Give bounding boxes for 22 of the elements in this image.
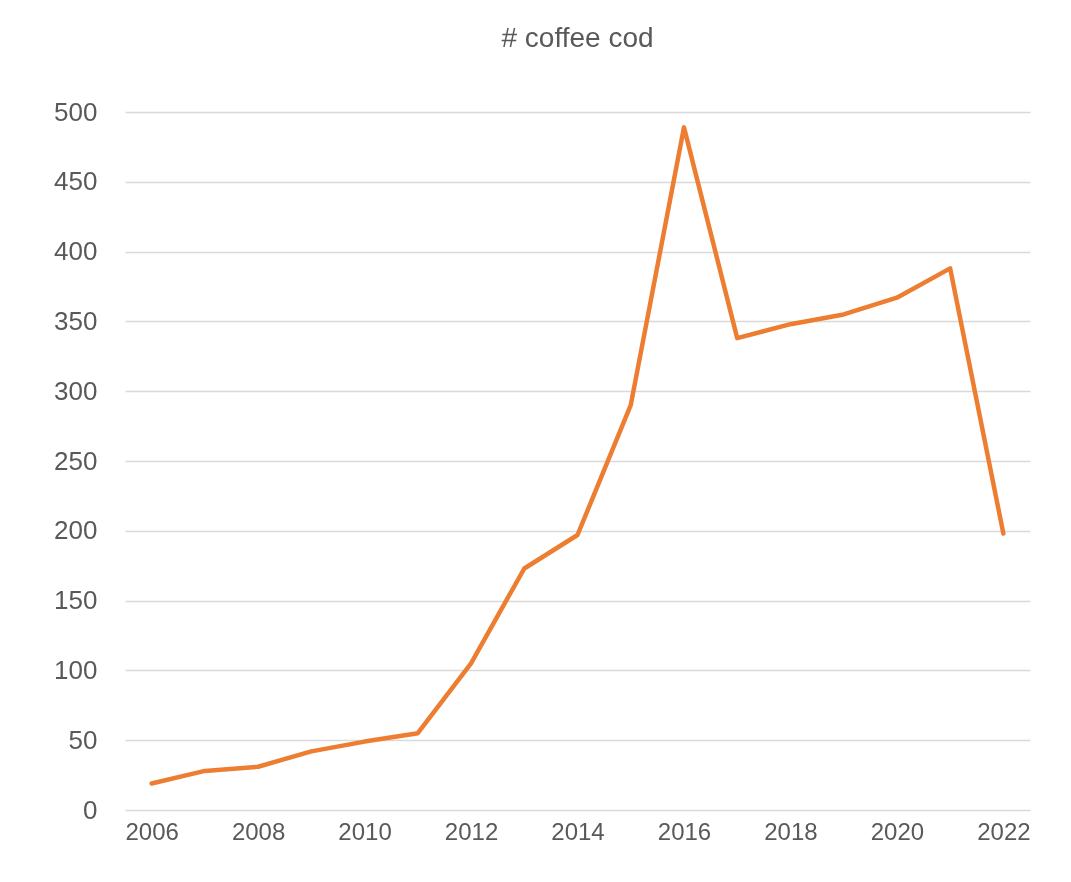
y-tick-label: 50 [68,724,98,755]
y-tick-label: 300 [54,375,98,406]
x-tick-label: 2012 [444,817,499,845]
line-series [149,125,1006,786]
y-tick-label: 0 [83,794,98,825]
y-tick-label: 150 [54,585,98,616]
chart-title: # coffee cod [501,22,654,53]
x-tick-label: 2010 [338,817,392,845]
x-tick-label: 2018 [764,817,818,845]
y-tick-label: 200 [54,515,98,546]
x-tick-label: 2014 [551,817,605,845]
x-tick-label: 2008 [231,817,286,845]
y-tick-label: 400 [54,236,98,267]
y-tick-label: 500 [54,96,98,127]
y-tick-label: 100 [54,654,98,685]
x-tick-label: 2022 [977,817,1031,845]
y-tick-label: 250 [54,445,98,476]
y-tick-label: 450 [54,166,98,197]
x-tick-label: 2020 [870,817,925,845]
x-tick-label: 2006 [125,817,179,845]
x-tick-label: 2016 [657,817,712,845]
y-tick-label: 350 [54,305,98,336]
